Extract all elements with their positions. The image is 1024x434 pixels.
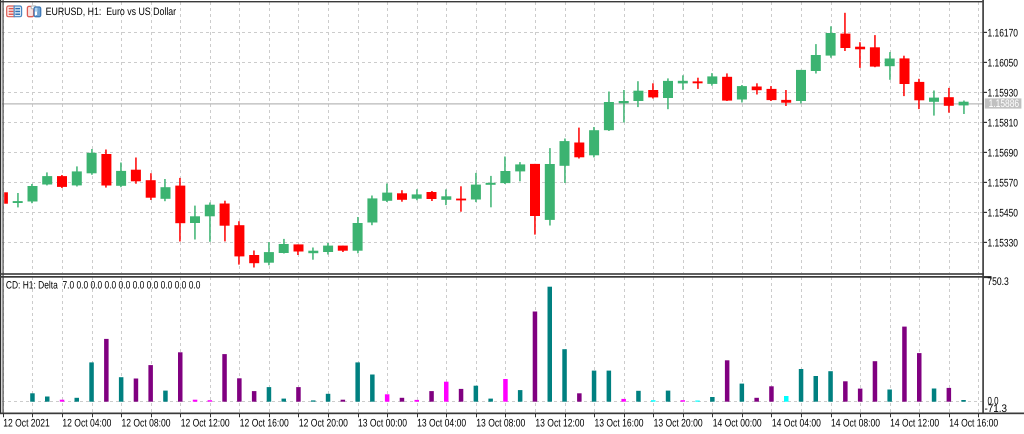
svg-text:13 Oct 08:00: 13 Oct 08:00 xyxy=(476,417,525,429)
svg-text:1.15930: 1.15930 xyxy=(988,87,1019,99)
svg-text:12 Oct 12:00: 12 Oct 12:00 xyxy=(181,417,230,429)
svg-text:12 Oct 08:00: 12 Oct 08:00 xyxy=(122,417,171,429)
svg-text:0.0: 0.0 xyxy=(988,395,999,407)
svg-text:14 Oct 04:00: 14 Oct 04:00 xyxy=(772,417,821,429)
svg-text:14 Oct 00:00: 14 Oct 00:00 xyxy=(713,417,762,429)
svg-text:EURUSD, H1: Euro vs US Dollar: EURUSD, H1: Euro vs US Dollar xyxy=(46,6,177,18)
svg-text:13 Oct 04:00: 13 Oct 04:00 xyxy=(417,417,466,429)
svg-text:-71.3: -71.3 xyxy=(985,403,1008,415)
svg-text:14 Oct 08:00: 14 Oct 08:00 xyxy=(831,417,880,429)
svg-text:12 Oct 04:00: 12 Oct 04:00 xyxy=(62,417,111,429)
svg-text:1.15886: 1.15886 xyxy=(989,98,1020,110)
svg-text:13 Oct 12:00: 13 Oct 12:00 xyxy=(535,417,584,429)
svg-text:1.16050: 1.16050 xyxy=(988,57,1019,69)
svg-text:1.15450: 1.15450 xyxy=(988,207,1019,219)
svg-text:1.15570: 1.15570 xyxy=(988,177,1019,189)
svg-text:14 Oct 16:00: 14 Oct 16:00 xyxy=(949,417,998,429)
svg-text:1.15690: 1.15690 xyxy=(988,147,1019,159)
svg-text:13 Oct 16:00: 13 Oct 16:00 xyxy=(595,417,644,429)
svg-text:1.15330: 1.15330 xyxy=(988,237,1019,249)
svg-text:14 Oct 12:00: 14 Oct 12:00 xyxy=(890,417,939,429)
svg-text:750.3: 750.3 xyxy=(987,276,1009,288)
svg-text:12 Oct 20:00: 12 Oct 20:00 xyxy=(299,417,348,429)
svg-text:12 Oct 2021: 12 Oct 2021 xyxy=(3,417,50,429)
svg-text:1.16170: 1.16170 xyxy=(988,27,1019,39)
svg-text:12 Oct 16:00: 12 Oct 16:00 xyxy=(240,417,289,429)
svg-text:CD: H1: Delta 7.0 0.0 0.0 0.0: CD: H1: Delta 7.0 0.0 0.0 0.0 0.0 0.0 0.… xyxy=(6,280,201,292)
svg-text:1.15810: 1.15810 xyxy=(988,117,1019,129)
svg-text:13 Oct 20:00: 13 Oct 20:00 xyxy=(654,417,703,429)
svg-text:13 Oct 00:00: 13 Oct 00:00 xyxy=(358,417,407,429)
